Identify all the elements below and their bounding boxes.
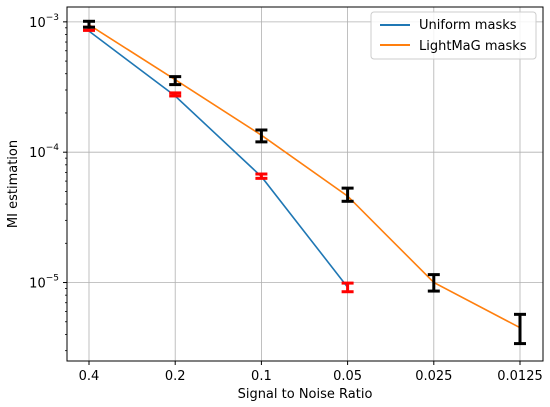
series-line-1	[88, 24, 521, 329]
grid	[67, 7, 543, 361]
plot-frame	[66, 6, 544, 362]
axis-ticks: 0.4 0.2 0.1 0.05 0.025 0.0125 10−3 10−4 10−5	[29, 13, 543, 384]
legend-box	[370, 11, 537, 60]
x-tick-label: 0.1	[251, 369, 272, 384]
series-line-0	[88, 30, 349, 288]
x-tick-label: 0.025	[415, 369, 452, 384]
legend-label-lightmag: LightMaG masks	[419, 39, 527, 54]
x-tick-label: 0.0125	[497, 369, 543, 384]
x-tick-label: 0.4	[79, 369, 100, 384]
y-tick-label: 10−3	[29, 13, 59, 31]
legend: Uniform masks LightMaG masks	[370, 11, 537, 60]
error-bars	[83, 19, 526, 346]
x-tick-label: 0.2	[165, 369, 186, 384]
x-axis-label: Signal to Noise Ratio	[238, 387, 373, 402]
legend-label-uniform: Uniform masks	[419, 18, 517, 33]
x-tick-label: 0.05	[333, 369, 362, 384]
y-tick-label: 10−5	[29, 274, 59, 292]
y-tick-label: 10−4	[29, 143, 59, 161]
y-axis-label: MI estimation	[6, 140, 21, 228]
